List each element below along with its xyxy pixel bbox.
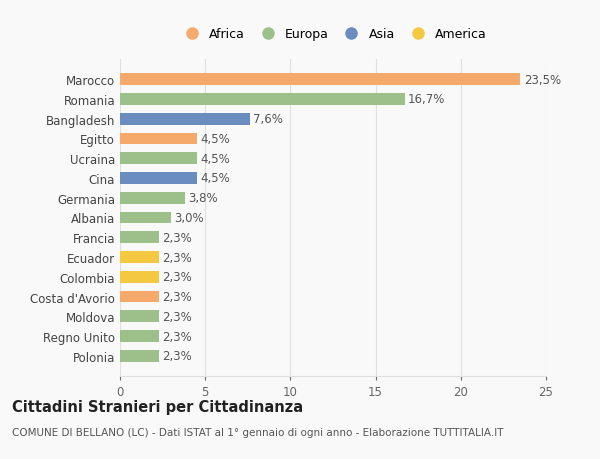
Text: 4,5%: 4,5% — [200, 172, 230, 185]
Text: 2,3%: 2,3% — [163, 271, 193, 284]
Bar — [120, 291, 159, 303]
Bar — [120, 311, 159, 323]
Bar — [120, 74, 520, 86]
Bar — [120, 350, 159, 362]
Bar — [120, 330, 159, 342]
Text: 3,8%: 3,8% — [188, 192, 218, 205]
Text: 2,3%: 2,3% — [163, 330, 193, 343]
Legend: Africa, Europa, Asia, America: Africa, Europa, Asia, America — [179, 28, 487, 41]
Bar — [120, 173, 197, 185]
Text: 4,5%: 4,5% — [200, 152, 230, 165]
Text: 2,3%: 2,3% — [163, 251, 193, 264]
Text: 2,3%: 2,3% — [163, 231, 193, 244]
Bar — [120, 271, 159, 283]
Text: 2,3%: 2,3% — [163, 310, 193, 323]
Bar — [120, 113, 250, 125]
Bar — [120, 153, 197, 165]
Text: 16,7%: 16,7% — [408, 93, 445, 106]
Text: 2,3%: 2,3% — [163, 291, 193, 303]
Text: Cittadini Stranieri per Cittadinanza: Cittadini Stranieri per Cittadinanza — [12, 399, 303, 414]
Bar — [120, 133, 197, 145]
Text: 2,3%: 2,3% — [163, 350, 193, 363]
Bar — [120, 94, 404, 106]
Text: 4,5%: 4,5% — [200, 133, 230, 146]
Bar — [120, 212, 171, 224]
Text: 7,6%: 7,6% — [253, 113, 283, 126]
Text: 23,5%: 23,5% — [524, 73, 561, 86]
Bar — [120, 192, 185, 204]
Bar — [120, 252, 159, 263]
Text: COMUNE DI BELLANO (LC) - Dati ISTAT al 1° gennaio di ogni anno - Elaborazione TU: COMUNE DI BELLANO (LC) - Dati ISTAT al 1… — [12, 427, 503, 437]
Bar — [120, 232, 159, 244]
Text: 3,0%: 3,0% — [175, 212, 204, 224]
